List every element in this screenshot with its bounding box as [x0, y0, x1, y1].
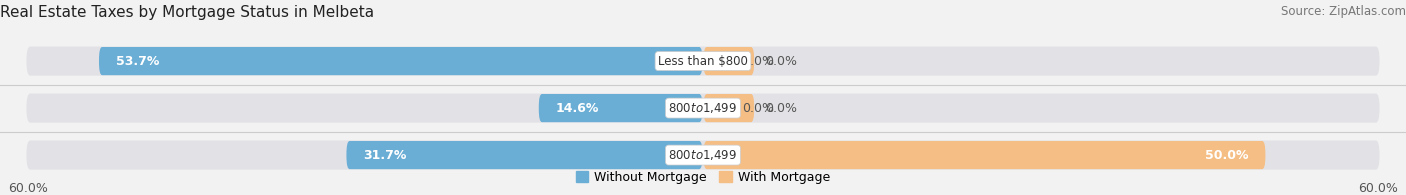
Text: 0.0%: 0.0% [765, 55, 797, 68]
Text: 0.0%: 0.0% [742, 55, 775, 68]
Text: 0.0%: 0.0% [742, 102, 775, 115]
FancyBboxPatch shape [27, 140, 1379, 170]
FancyBboxPatch shape [538, 94, 703, 122]
Text: 60.0%: 60.0% [8, 182, 48, 195]
FancyBboxPatch shape [703, 141, 1265, 169]
Text: $800 to $1,499: $800 to $1,499 [668, 101, 738, 115]
Text: 0.0%: 0.0% [765, 102, 797, 115]
Text: Real Estate Taxes by Mortgage Status in Melbeta: Real Estate Taxes by Mortgage Status in … [0, 5, 374, 20]
Text: 50.0%: 50.0% [1205, 149, 1249, 162]
Text: 53.7%: 53.7% [115, 55, 159, 68]
FancyBboxPatch shape [27, 94, 1379, 123]
Text: 31.7%: 31.7% [363, 149, 406, 162]
Text: 60.0%: 60.0% [1358, 182, 1398, 195]
Legend: Without Mortgage, With Mortgage: Without Mortgage, With Mortgage [571, 166, 835, 189]
Text: Less than $800: Less than $800 [658, 55, 748, 68]
Text: $800 to $1,499: $800 to $1,499 [668, 148, 738, 162]
FancyBboxPatch shape [98, 47, 703, 75]
FancyBboxPatch shape [27, 47, 1379, 76]
FancyBboxPatch shape [703, 47, 754, 75]
FancyBboxPatch shape [346, 141, 703, 169]
FancyBboxPatch shape [703, 94, 754, 122]
Text: 14.6%: 14.6% [555, 102, 599, 115]
Text: Source: ZipAtlas.com: Source: ZipAtlas.com [1281, 5, 1406, 18]
